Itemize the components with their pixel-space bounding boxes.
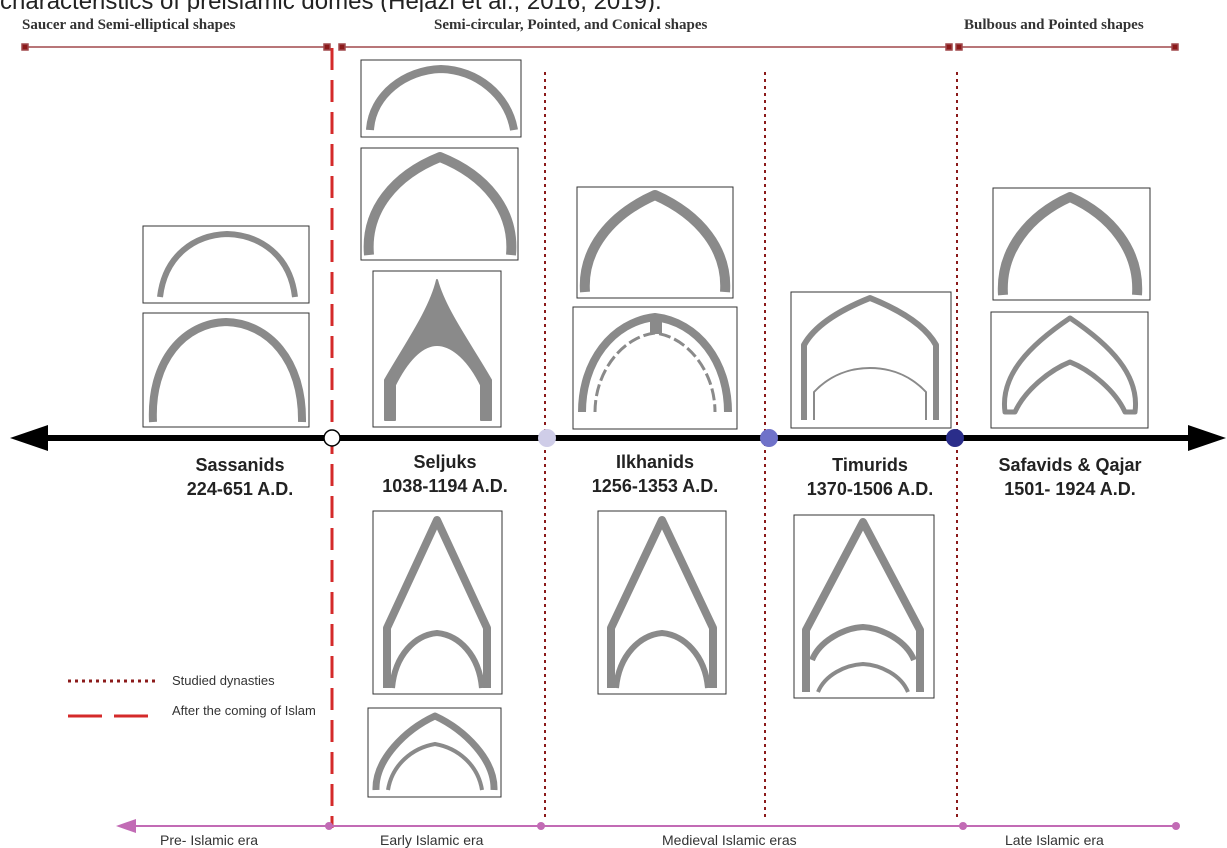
era-label: Early Islamic era [380, 832, 484, 848]
dynasty-dates: 1501- 1924 A.D. [1004, 479, 1136, 499]
band-label-saucer: Saucer and Semi-elliptical shapes [22, 17, 236, 33]
legend-islam-label: After the coming of Islam [172, 703, 316, 718]
dynasty-dates: 1256-1353 A.D. [591, 476, 719, 496]
dome-frame [360, 59, 522, 138]
legend-studied-label: Studied dynasties [172, 673, 275, 688]
dynasty-dates: 1370-1506 A.D. [806, 479, 934, 499]
timeline-node [760, 429, 778, 447]
legend [68, 679, 158, 718]
dome-frame [372, 270, 502, 428]
dome-frame [790, 291, 952, 429]
timeline-node [323, 429, 341, 447]
dome-frame [992, 187, 1151, 301]
semi-circular-dome-shape [366, 65, 518, 131]
dome-frame [360, 147, 519, 261]
dynasty-name: Seljuks [413, 452, 477, 472]
dynasty-name: Sassanids [195, 455, 285, 475]
dome-frame [793, 514, 935, 699]
tall-conical-dome-shape [607, 516, 717, 688]
dome-frame [597, 510, 727, 695]
timeline-node [946, 429, 964, 447]
dynasty-name: Timurids [832, 455, 908, 475]
dynasty-name: Safavids & Qajar [998, 455, 1142, 475]
era-label: Medieval Islamic eras [662, 832, 797, 848]
double-shell-dome-shape [578, 313, 732, 413]
bulbous-dome-shape [801, 295, 939, 420]
dome-frame [990, 311, 1149, 429]
pointed-dome-shape [579, 190, 731, 293]
era-label: Late Islamic era [1005, 832, 1104, 848]
dynasty-dates: 224-651 A.D. [186, 479, 294, 499]
tall-conical-dome-shape [383, 516, 491, 688]
dome-frame [372, 510, 503, 695]
saucer-dome-shape [157, 231, 298, 298]
pointed-dome-shape [363, 152, 517, 256]
dome-frame [576, 186, 734, 299]
timeline-node [538, 429, 556, 447]
conical-dome-shape [384, 279, 492, 421]
era-axis [116, 819, 1180, 833]
pointed-dome-shape [997, 192, 1143, 296]
dynasty-dates: 1038-1194 A.D. [382, 476, 508, 496]
double-shell-dome-shape [372, 712, 498, 791]
caption-fragment: characteristics of preislamic domes (Hej… [0, 0, 1227, 12]
semi-elliptical-dome-shape [148, 318, 307, 423]
bulbous-dome-shape [1001, 315, 1139, 415]
band-label-bulbous: Bulbous and Pointed shapes [964, 17, 1144, 33]
dome-frame [367, 707, 502, 798]
dome-frame [142, 225, 310, 304]
band-label-semi-circular: Semi-circular, Pointed, and Conical shap… [434, 17, 708, 33]
era-label: Pre- Islamic era [160, 832, 259, 848]
dynasty-name: Ilkhanids [615, 452, 695, 472]
tall-conical-dome-shape [802, 518, 924, 692]
dome-frame [142, 312, 310, 428]
shape-band-lines [21, 43, 1179, 51]
main-timeline [10, 425, 1226, 451]
dome-frame [572, 306, 738, 430]
